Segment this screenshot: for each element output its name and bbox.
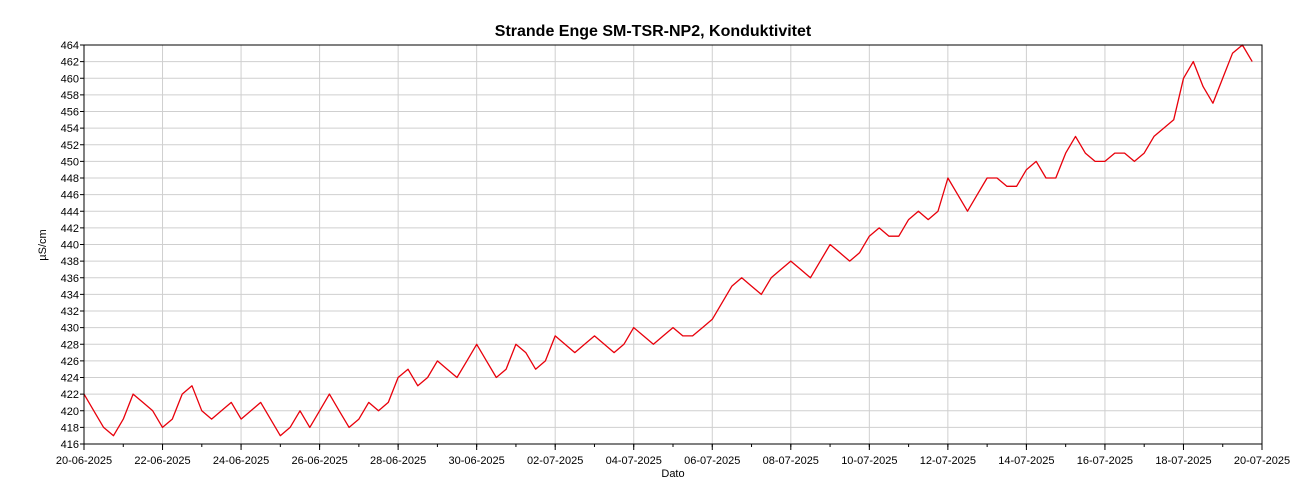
x-tick-label: 22-06-2025 (134, 455, 190, 467)
y-tick-label: 428 (61, 339, 79, 351)
chart-title: Strande Enge SM-TSR-NP2, Konduktivitet (495, 23, 812, 40)
x-tick-label: 26-06-2025 (291, 455, 347, 467)
y-tick-label: 436 (61, 273, 79, 285)
x-tick-label: 20-07-2025 (1234, 455, 1290, 467)
y-axis-ticks: 416 418 420 422 424 426 428 430 432 434 436 438 440 4… (61, 40, 84, 451)
y-tick-label: 434 (61, 289, 79, 301)
y-tick-label: 458 (61, 90, 79, 102)
x-tick-label: 28-06-2025 (370, 455, 426, 467)
y-tick-label: 418 (61, 422, 79, 434)
x-tick-label: 06-07-2025 (684, 455, 740, 467)
plot-frame (83, 44, 1263, 445)
y-tick-label: 432 (61, 306, 79, 318)
y-tick-label: 420 (61, 406, 79, 418)
y-tick-label: 444 (61, 206, 79, 218)
x-tick-label: 10-07-2025 (841, 455, 897, 467)
x-tick-label: 30-06-2025 (449, 455, 505, 467)
x-tick-label: 20-06-2025 (56, 455, 112, 467)
x-tick-label: 12-07-2025 (920, 455, 976, 467)
y-tick-label: 456 (61, 107, 79, 119)
y-tick-label: 454 (61, 123, 79, 135)
x-tick-label: 16-07-2025 (1077, 455, 1133, 467)
y-tick-label: 462 (61, 57, 79, 69)
y-tick-label: 464 (61, 40, 79, 52)
y-axis-label: µS/cm (37, 229, 49, 260)
x-tick-label: 08-07-2025 (763, 455, 819, 467)
y-tick-label: 438 (61, 256, 79, 268)
y-tick-label: 452 (61, 140, 79, 152)
x-tick-label: 02-07-2025 (527, 455, 583, 467)
y-tick-label: 450 (61, 156, 79, 168)
gridlines (84, 44, 1262, 445)
series-layer (83, 44, 1253, 437)
x-tick-label: 18-07-2025 (1155, 455, 1211, 467)
series-line (83, 44, 1253, 437)
x-tick-label: 04-07-2025 (606, 455, 662, 467)
y-tick-label: 430 (61, 323, 79, 335)
y-tick-label: 460 (61, 73, 79, 85)
x-tick-label: 24-06-2025 (213, 455, 269, 467)
y-tick-label: 424 (61, 373, 79, 385)
x-tick-label: 14-07-2025 (998, 455, 1054, 467)
x-axis-label: Dato (661, 468, 684, 480)
y-tick-label: 440 (61, 240, 79, 252)
y-tick-label: 422 (61, 389, 79, 401)
y-tick-label: 426 (61, 356, 79, 368)
y-tick-label: 442 (61, 223, 79, 235)
y-tick-label: 448 (61, 173, 79, 185)
y-tick-label: 416 (61, 439, 79, 451)
y-tick-label: 446 (61, 190, 79, 202)
